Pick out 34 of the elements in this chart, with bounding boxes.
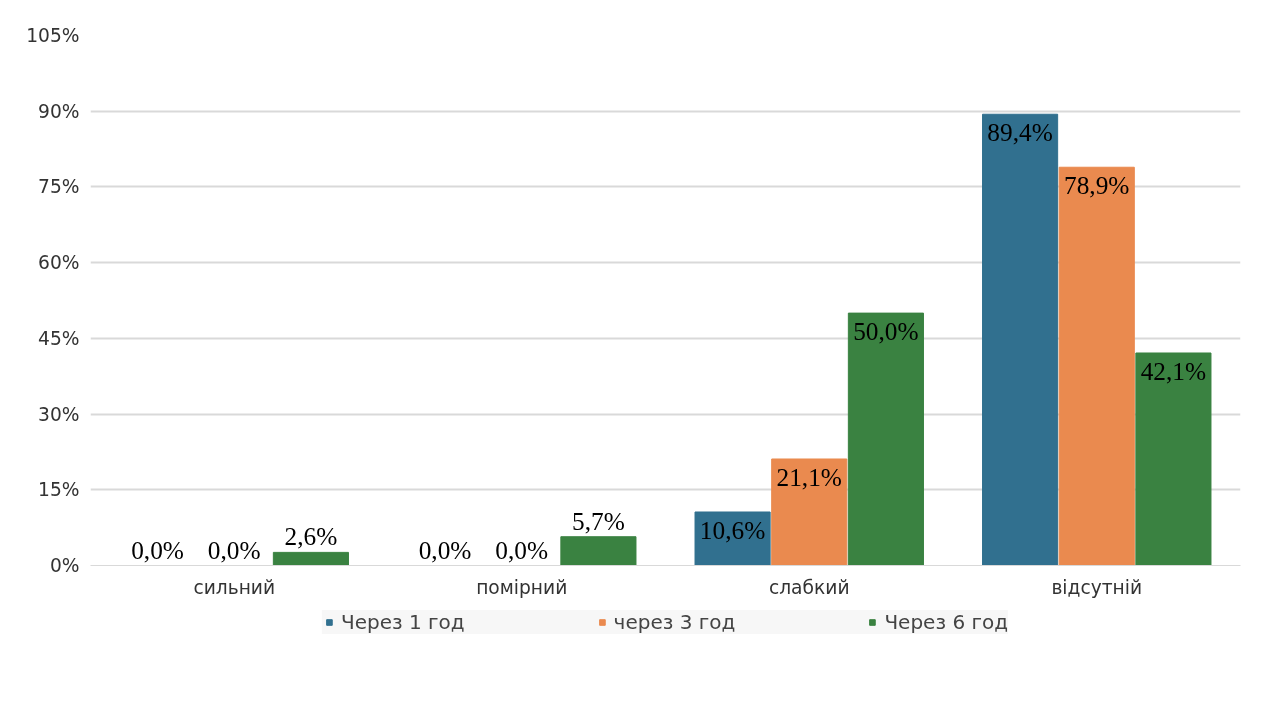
data-label: 0,0% [418,535,472,564]
data-label: 89,4% [987,118,1053,147]
y-tick-label: 105% [26,25,80,46]
data-label: 42,1% [1140,357,1207,385]
x-tick-label: слабкий [768,576,850,598]
y-tick-label: 30% [38,403,80,425]
bar [847,312,924,566]
legend-label: Через 1 год [340,610,465,634]
bar [1135,352,1212,566]
bar [982,113,1059,566]
bar [1058,166,1135,566]
x-tick-label: помірний [476,576,568,598]
x-tick-label: сильний [193,576,276,598]
data-label: 0,0% [207,535,261,564]
y-tick-label: 15% [38,479,80,501]
x-tick-label: відсутній [1051,576,1143,598]
y-tick-label: 90% [38,100,80,122]
data-label: 21,1% [776,463,842,491]
legend-label: Через 6 год [884,610,1009,634]
bar [771,458,848,566]
y-tick-label: 75% [38,176,80,198]
data-label: 78,9% [1064,171,1130,200]
data-label: 5,7% [572,506,625,535]
bar [560,536,637,566]
legend-label: через 3 год [613,610,736,634]
bar [272,551,349,566]
y-tick-label: 45% [38,327,80,349]
data-label: 2,6% [284,522,338,551]
data-label: 10,6% [699,516,766,544]
data-label: 50,0% [853,317,919,346]
y-tick-label: 60% [38,252,80,274]
data-label: 0,0% [131,535,184,564]
y-tick-label: 0% [49,555,80,576]
data-label: 0,0% [495,535,549,564]
